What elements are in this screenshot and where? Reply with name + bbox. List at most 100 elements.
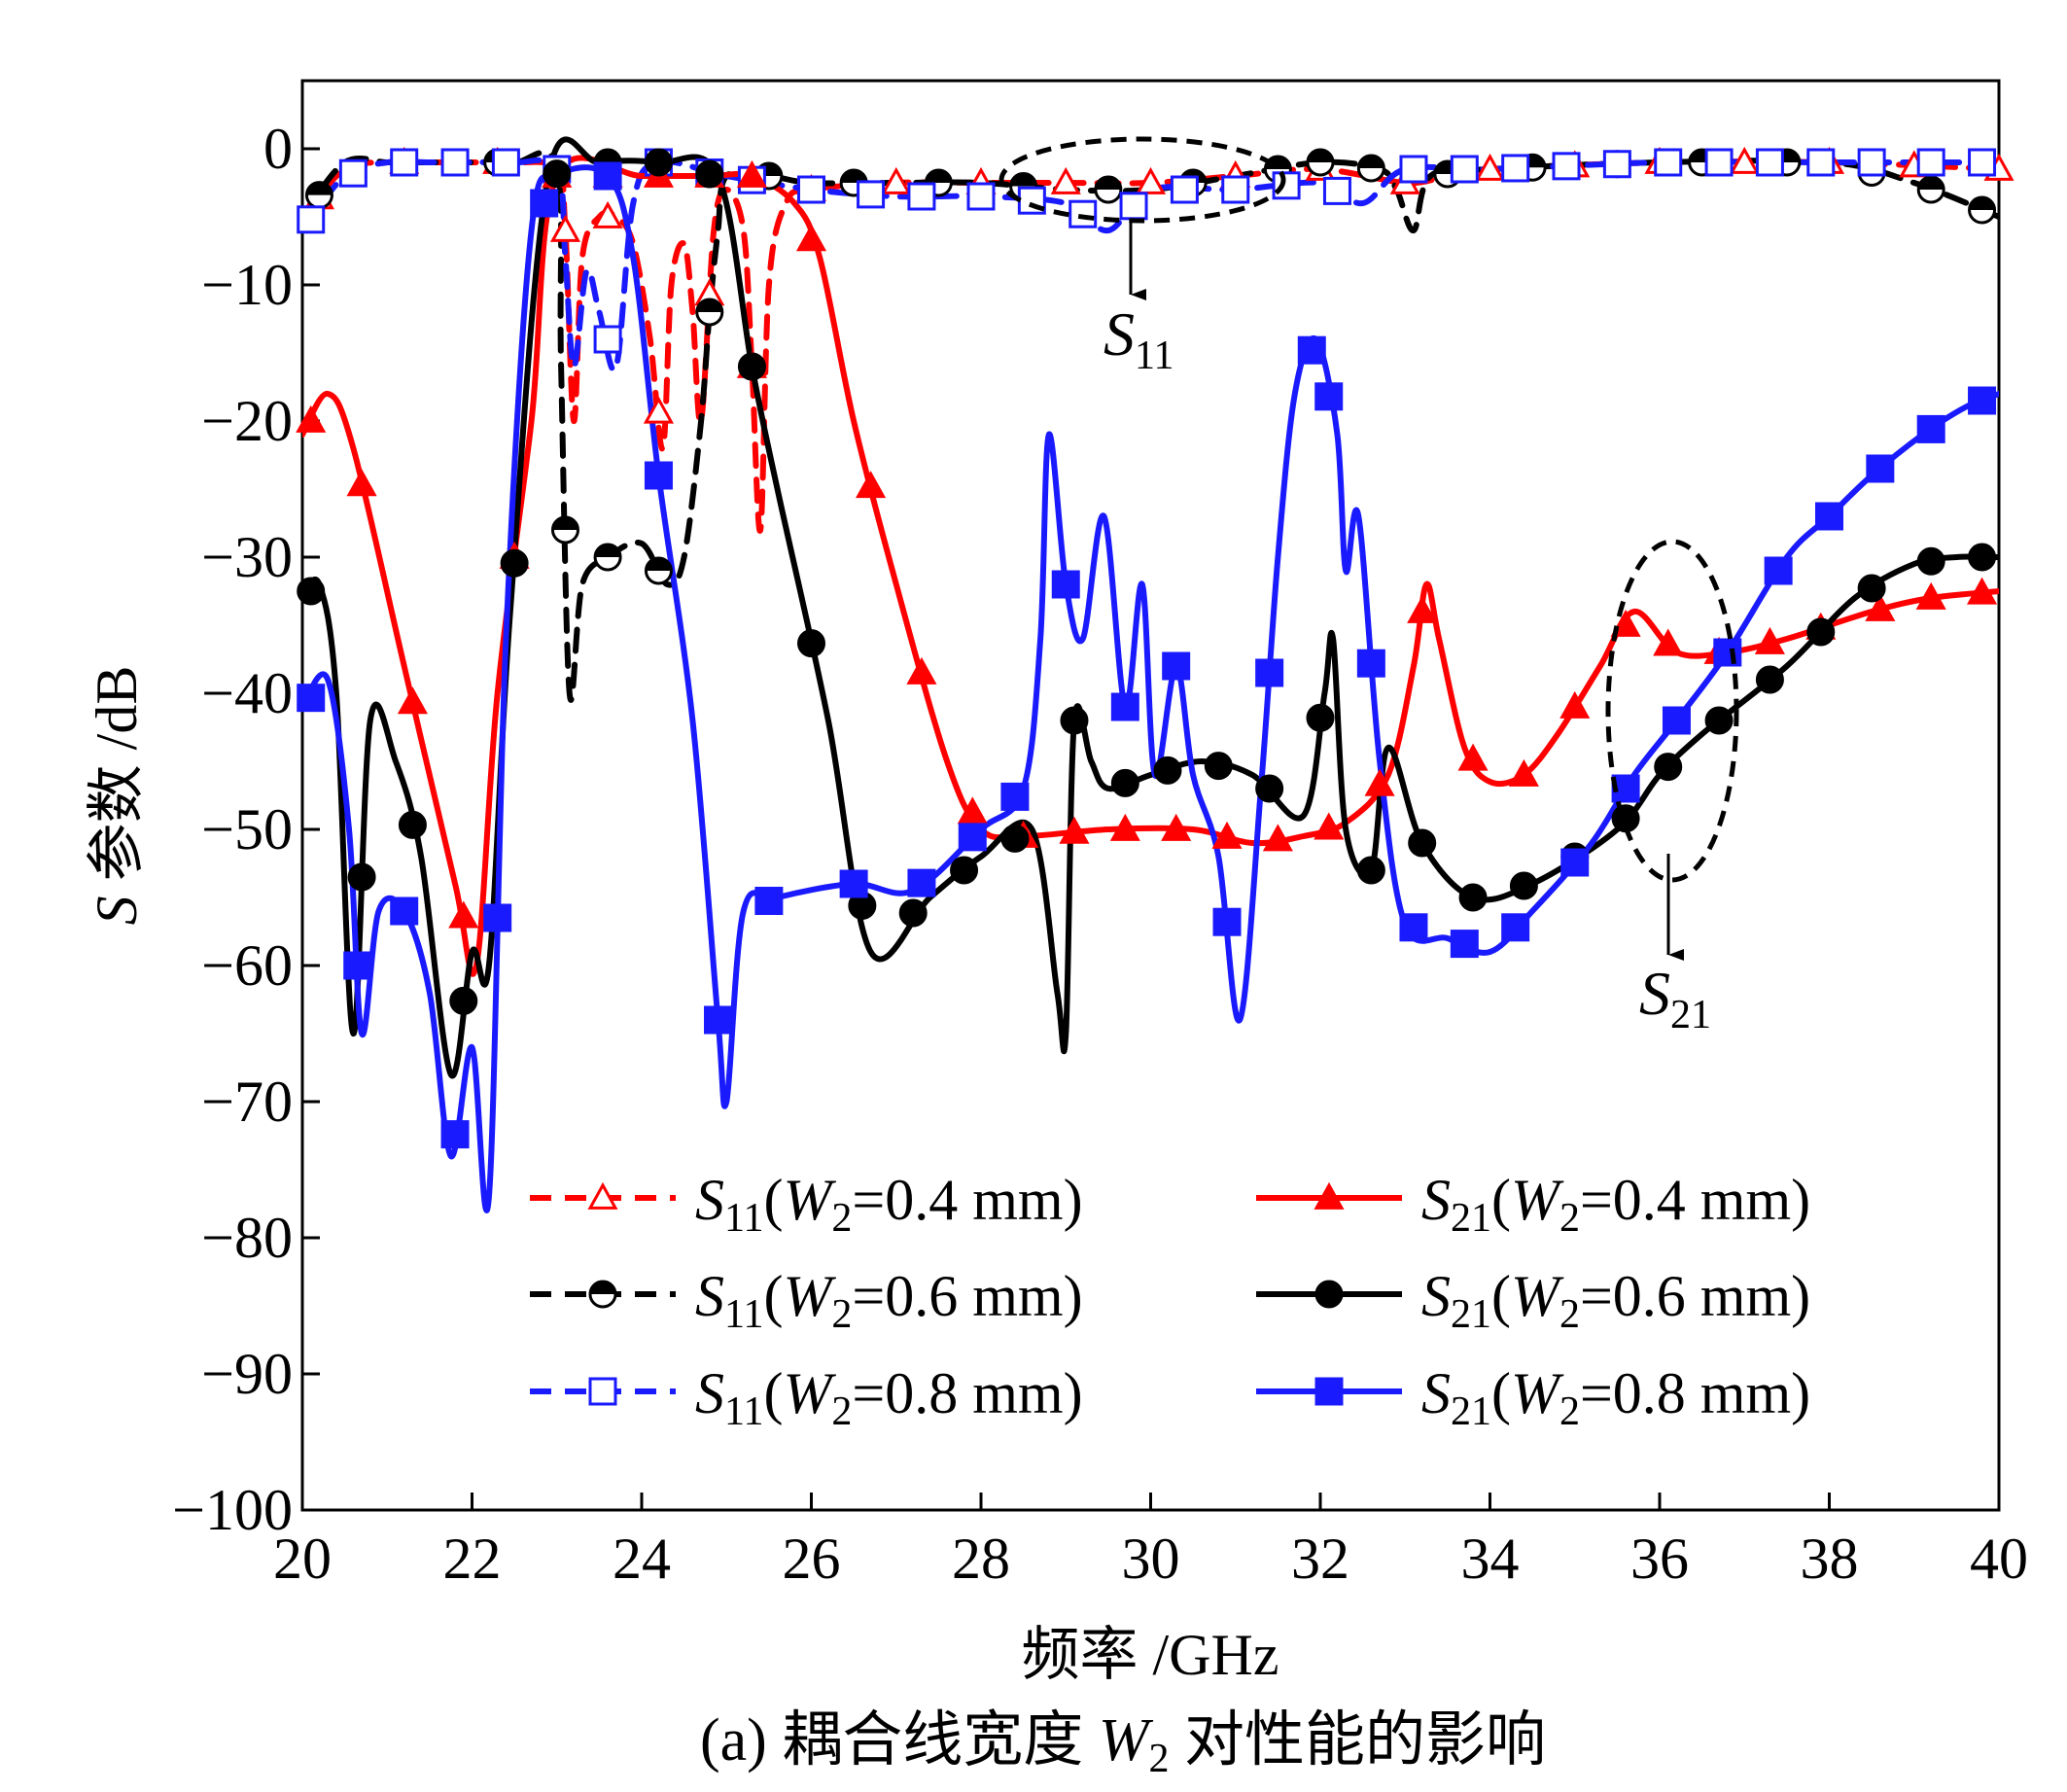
data-point-s21-w06: [695, 159, 724, 189]
data-point-s21-w06: [898, 898, 928, 928]
series-line-s21-w08: [302, 164, 1999, 1213]
data-point-s21-w08: [343, 951, 372, 980]
data-point-s21-w08: [530, 189, 559, 218]
x-tick-label: 34: [1461, 1527, 1520, 1591]
data-point-s21-w08: [1356, 649, 1385, 678]
data-point-s21-w06: [1255, 774, 1284, 803]
data-point-s11-w04: [549, 214, 581, 242]
data-point-s11-w04: [1050, 166, 1081, 194]
data-point-s11-w08: [907, 182, 936, 211]
data-point-s21-w06: [1204, 752, 1233, 781]
data-point-s21-w06: [737, 352, 766, 381]
data-point-s21-w08: [1297, 335, 1326, 365]
data-point-s11-w06: [1094, 175, 1123, 204]
data-point-s21-w04: [1865, 593, 1896, 621]
data-point-s21-w08: [1399, 913, 1428, 942]
data-point-s21-w08: [1560, 848, 1590, 877]
data-point-s21-w08: [1000, 782, 1030, 811]
data-point-s11-w08: [593, 325, 622, 354]
y-tick-label: −50: [201, 797, 293, 861]
data-point-s21-w06: [1000, 824, 1030, 853]
data-point-s21-w08: [958, 823, 987, 852]
legend: S11(W2=0.4 mm) S11(W2=0.6 mm) S11(W2=0.8 m…: [530, 1168, 1810, 1434]
data-point-s11-w08: [1119, 192, 1148, 221]
data-point-s21-w04: [448, 900, 479, 929]
data-point-s11-w08: [1069, 199, 1098, 228]
legend-swatch-marker: [1314, 1377, 1344, 1406]
data-point-s21-w06: [1458, 883, 1488, 912]
data-point-s11-w06: [1306, 148, 1335, 177]
data-point-s21-w04: [1754, 626, 1785, 654]
data-point-s21-w08: [1713, 638, 1742, 667]
data-point-s11-w04: [881, 166, 912, 194]
y-tick-label: −70: [201, 1070, 293, 1134]
x-tick-label: 30: [1122, 1527, 1180, 1591]
legend-swatch-marker: [587, 1181, 618, 1210]
x-tick-label: 38: [1801, 1527, 1859, 1591]
y-tick-label: −90: [201, 1342, 293, 1406]
data-point-s21-w04: [1508, 758, 1539, 787]
y-axis-title: S 参数 /dB: [85, 666, 149, 926]
legend-label: S11(W2=0.4 mm): [695, 1168, 1083, 1241]
annotation-s11-label: S11: [1104, 299, 1174, 378]
data-point-s11-w08: [1221, 175, 1250, 204]
legend-item-s11-w04: S11(W2=0.4 mm): [530, 1168, 1083, 1241]
data-point-s21-w04: [906, 656, 937, 685]
legend-item-s11-w08: S11(W2=0.8 mm): [530, 1361, 1083, 1434]
series-line-s21-w04: [302, 155, 1999, 977]
data-point-s21-w04: [296, 404, 327, 433]
data-point-s21-w08: [839, 869, 868, 898]
data-point-s21-w04: [1059, 816, 1090, 844]
data-point-s21-w08: [297, 684, 326, 713]
data-point-s21-w06: [449, 986, 478, 1015]
y-tick-label: −30: [201, 525, 293, 589]
data-point-s21-w04: [1653, 628, 1684, 656]
legend-swatch-marker: [1314, 1181, 1345, 1210]
data-point-s21-w04: [856, 471, 887, 499]
series-layer: [302, 136, 1999, 1213]
data-point-s11-w08: [1399, 155, 1428, 184]
data-point-s21-w06: [1857, 574, 1886, 603]
data-point-s21-w06: [1968, 543, 1997, 572]
marker-layer: [296, 146, 2014, 1149]
data-point-s21-w08: [1162, 651, 1191, 681]
data-point-s21-w04: [1967, 577, 1998, 605]
data-point-s21-w06: [797, 629, 825, 658]
data-point-s21-w04: [1314, 812, 1345, 840]
legend-label: S21(W2=0.8 mm): [1421, 1361, 1810, 1434]
data-point-s21-w08: [1450, 930, 1479, 959]
data-point-s21-w06: [398, 810, 427, 839]
data-point-s21-w08: [704, 1005, 733, 1035]
data-point-s11-w06: [1916, 175, 1945, 204]
data-point-s11-w08: [297, 205, 326, 234]
x-axis-title: 频率 /GHz: [1022, 1623, 1279, 1687]
data-point-s21-w04: [795, 224, 827, 252]
data-point-s11-w06: [695, 298, 724, 327]
data-point-s11-w08: [491, 148, 520, 177]
x-tick-label: 40: [1970, 1527, 2028, 1591]
data-point-s21-w06: [297, 577, 326, 606]
legend-label: S21(W2=0.4 mm): [1421, 1168, 1810, 1241]
x-tick-label: 20: [273, 1527, 332, 1591]
data-point-s21-w06: [1916, 546, 1945, 576]
figure-caption: (a) 耦合线宽度 W2 对性能的影响: [700, 1707, 1546, 1781]
data-point-s21-w06: [1806, 617, 1836, 647]
legend-swatch-marker: [1314, 1280, 1344, 1309]
data-point-s11-w06: [593, 543, 622, 572]
data-point-s11-w04: [1474, 153, 1506, 181]
data-point-s11-w08: [1857, 148, 1886, 177]
x-tick-label: 22: [443, 1527, 502, 1591]
legend-item-s21-w08: S21(W2=0.8 mm): [1256, 1361, 1810, 1434]
data-point-s21-w06: [644, 148, 673, 177]
data-point-s21-w04: [957, 796, 988, 825]
data-point-s11-w08: [1704, 148, 1734, 177]
data-point-s21-w08: [1815, 502, 1843, 531]
x-tick-label: 24: [613, 1527, 671, 1591]
data-point-s21-w06: [1060, 706, 1089, 735]
data-point-s21-w08: [1110, 692, 1139, 721]
data-point-s21-w04: [1161, 813, 1192, 841]
data-point-s21-w06: [1509, 871, 1538, 900]
data-point-s11-w08: [1654, 148, 1683, 177]
data-point-s21-w08: [1255, 658, 1284, 687]
data-point-s21-w06: [1306, 703, 1335, 732]
